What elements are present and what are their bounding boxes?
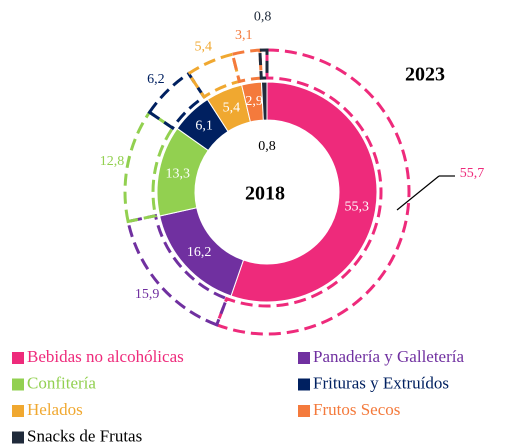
legend-label: Helados	[27, 400, 83, 419]
inner-value-label: 55,3	[344, 199, 369, 214]
donut-segment-outline	[230, 48, 263, 84]
inner-value-label: 16,2	[187, 245, 212, 260]
legend-swatch	[12, 378, 24, 391]
outer-value-label: 15,9	[135, 287, 160, 302]
legend-label: Confitería	[27, 373, 96, 392]
legend-label: Frituras y Extruídos	[313, 373, 449, 392]
legend-label: Bebidas no alcohólicas	[27, 347, 184, 366]
inner-value-label: 2,9	[245, 94, 263, 109]
donut-segment-outline	[258, 48, 269, 80]
legend-swatch	[298, 378, 310, 391]
outer-value-label: 5,4	[195, 40, 213, 55]
legend-label: Panadería y Galletería	[313, 347, 464, 366]
inner-value-label: 0,8	[258, 139, 276, 154]
outer-value-label: 12,8	[100, 154, 125, 169]
legend-swatch	[12, 431, 24, 444]
donut-segment	[230, 81, 378, 303]
inner-ring-label: 2018	[245, 183, 285, 205]
donut-segment-outline	[214, 48, 411, 336]
legend-swatch	[298, 352, 310, 364]
inner-value-label: 6,1	[195, 118, 213, 133]
legend-swatch	[12, 405, 24, 417]
outer-ring-label: 2023	[405, 64, 445, 86]
inner-value-label: 13,3	[166, 166, 191, 181]
inner-value-label: 5,4	[223, 100, 241, 115]
legend-label: Snacks de Frutas	[27, 426, 142, 445]
legend-swatch	[298, 405, 310, 417]
outer-value-label: 3,1	[235, 28, 253, 43]
donut-segment-outline	[126, 213, 229, 327]
outer-value-label: 0,8	[254, 9, 272, 24]
outer-value-label: 6,2	[147, 72, 165, 87]
legend-label: Frutos Secos	[313, 400, 400, 419]
donut-segment	[260, 81, 268, 121]
leader-line	[396, 175, 440, 211]
legend-swatch	[12, 352, 24, 364]
donut-segment-outline	[123, 110, 175, 224]
outer-value-label: 55,7	[460, 166, 485, 181]
